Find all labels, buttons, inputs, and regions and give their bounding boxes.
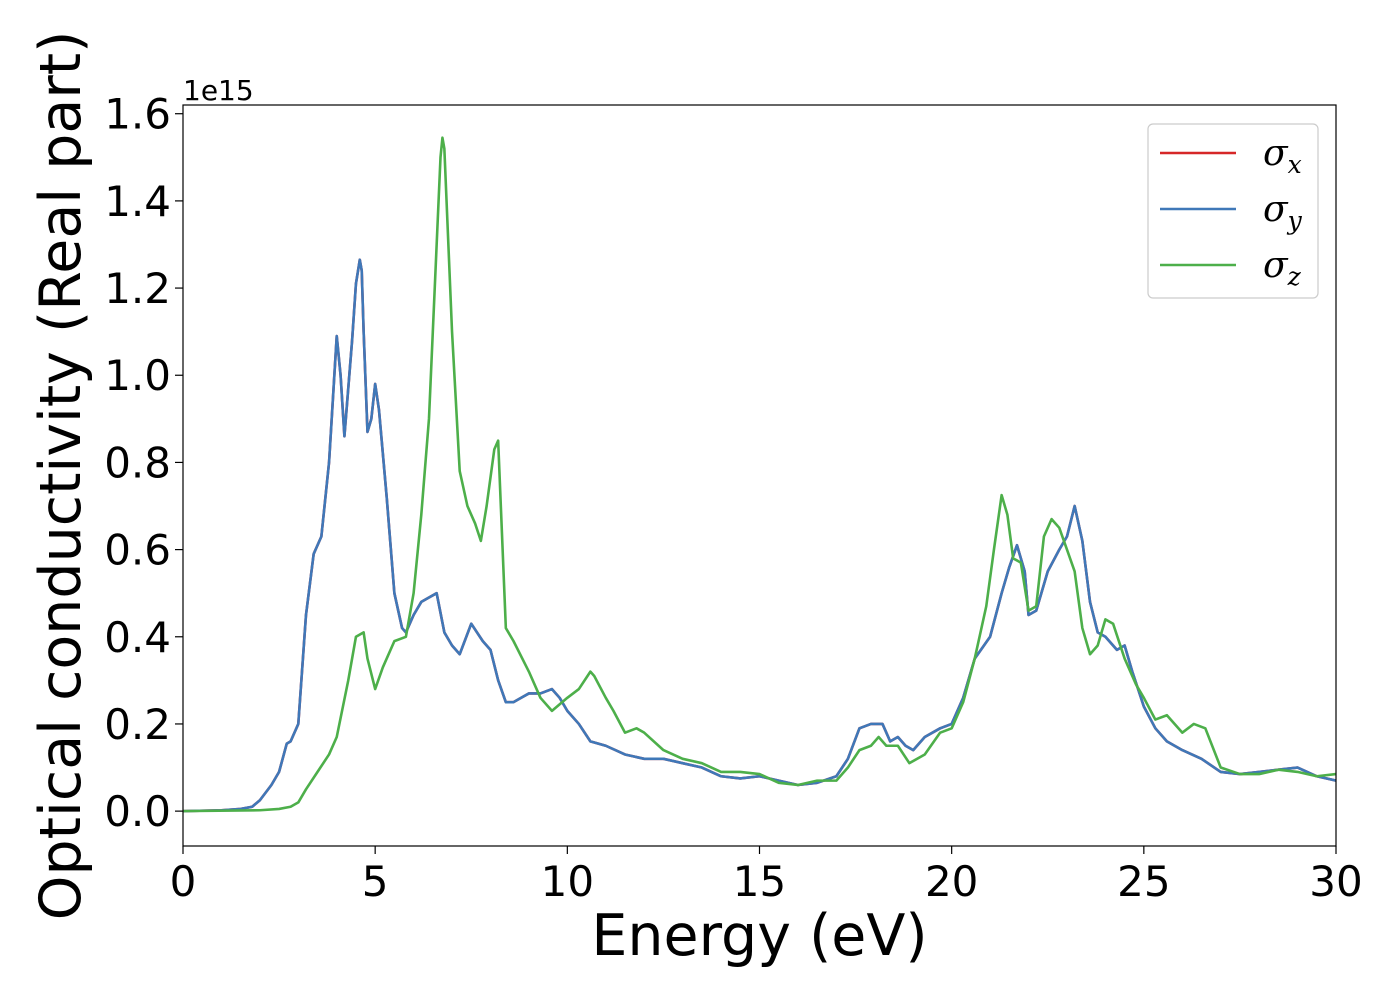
series-line-y	[183, 258, 1336, 813]
legend-item-z: σz	[1160, 245, 1302, 291]
legend-label: σy	[1263, 189, 1303, 235]
legend-label: σz	[1263, 245, 1302, 291]
legend-label: σx	[1263, 133, 1302, 179]
y-tick-label: 1.6	[104, 90, 171, 139]
y-axis-label: Optical conductivity (Real part)	[28, 31, 94, 921]
y-tick-label: 0.0	[104, 787, 171, 836]
x-tick-label: 0	[170, 857, 197, 906]
legend-box	[1147, 123, 1319, 299]
x-tick-label: 20	[925, 857, 978, 906]
y-tick-label: 0.2	[104, 700, 171, 749]
y-tick-label: 1.4	[104, 177, 171, 226]
x-axis: 0 5 10 15 20 25 30	[170, 846, 1363, 906]
x-tick-label: 30	[1309, 857, 1362, 906]
x-tick-label: 15	[733, 857, 786, 906]
legend: σx σy σz	[1147, 123, 1319, 299]
legend-item-y: σy	[1160, 189, 1303, 235]
y-tick-label: 1.2	[104, 264, 171, 313]
y-offset-label: 1e15	[183, 74, 254, 107]
series-lines	[183, 136, 1336, 813]
y-axis: 0.0 0.2 0.4 0.6 0.8 1.0 1.2 1.4 1.6	[104, 90, 183, 836]
x-tick-label: 5	[362, 857, 389, 906]
x-tick-label: 10	[541, 857, 594, 906]
legend-item-x: σx	[1160, 133, 1302, 179]
y-tick-label: 0.4	[104, 613, 171, 662]
y-tick-label: 0.8	[104, 438, 171, 487]
x-tick-label: 25	[1117, 857, 1170, 906]
y-tick-label: 0.6	[104, 526, 171, 575]
series-line-z	[183, 136, 1336, 813]
x-axis-label: Energy (eV)	[591, 903, 927, 969]
y-tick-label: 1.0	[104, 351, 171, 400]
